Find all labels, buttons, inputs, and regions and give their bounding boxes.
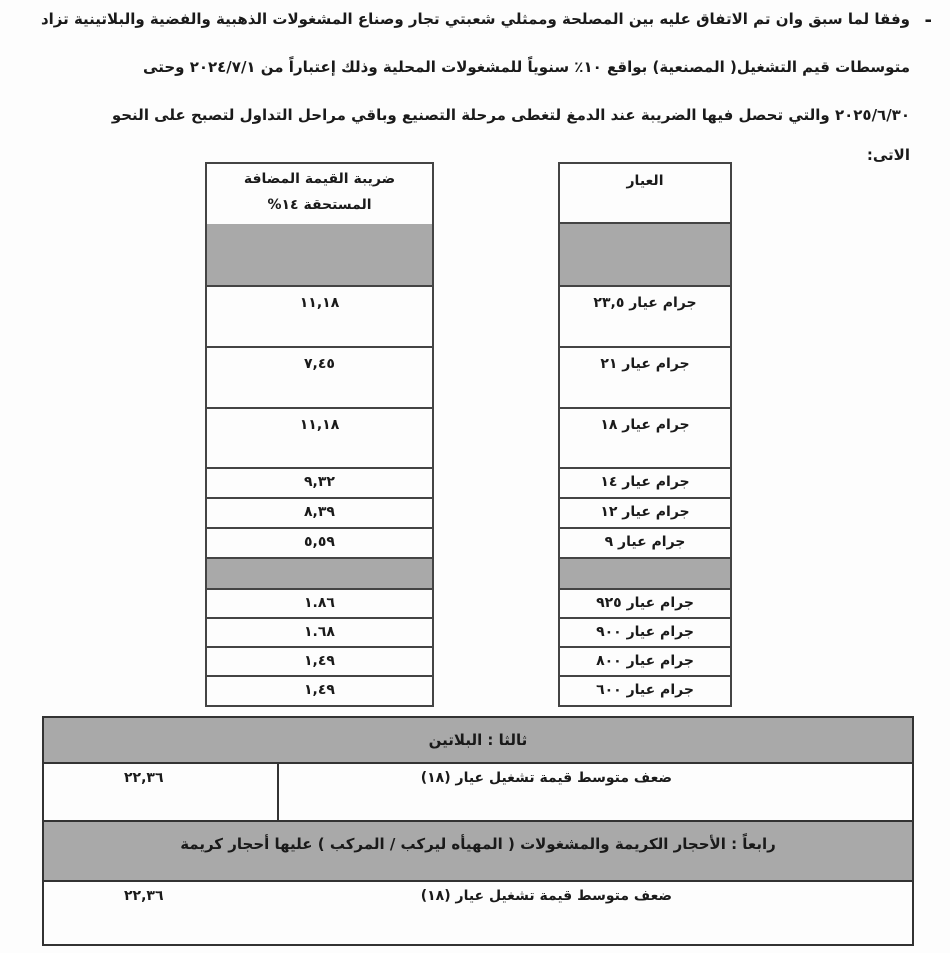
- karat-cell: جرام عيار ٨٠٠: [560, 648, 730, 677]
- vat-cell: ١١,١٨: [207, 409, 432, 469]
- paragraph-line: ٢٠٢٥/٦/٣٠ والتي تحصل فيها الضريبة عند ال…: [111, 106, 910, 124]
- vat-cell: ١,٤٩: [207, 648, 432, 677]
- platinum-label: ضعف متوسط قيمة تشغيل عيار (١٨): [420, 770, 672, 786]
- paragraph-line: الاتى:: [866, 146, 910, 164]
- karat-cell: جرام عيار ٩٠٠: [560, 619, 730, 648]
- vat-cell: ١,٤٩: [207, 677, 432, 707]
- vat-cell: ٥,٥٩: [207, 529, 432, 559]
- section-separator-row: [207, 559, 432, 590]
- paragraph-line: وفقا لما سبق وان تم الاتفاق عليه بين الم…: [40, 10, 910, 28]
- platinum-value: ٢٢,٣٦: [124, 770, 164, 786]
- karat-column-table: العيار جرام عيار ٢٣,٥ جرام عيار ٢١ جرام عي…: [558, 162, 732, 707]
- vat-cell: ١.٦٨: [207, 619, 432, 648]
- vat-cell: ٩,٣٢: [207, 469, 432, 499]
- vat-cell: ٧,٤٥: [207, 348, 432, 409]
- karat-cell: جرام عيار ١٨: [560, 409, 730, 469]
- vat-cell: ١١,١٨: [207, 287, 432, 348]
- vat-cell: ٨,٣٩: [207, 499, 432, 529]
- stones-label: ضعف متوسط قيمة تشغيل عيار (١٨): [420, 888, 672, 904]
- platinum-stones-box: ثالثا : البلاتين ضعف متوسط قيمة تشغيل عي…: [42, 716, 914, 946]
- karat-cell: جرام عيار ٢٣,٥: [560, 287, 730, 348]
- section-separator-row: [560, 559, 730, 590]
- karat-cell: جرام عيار ١٤: [560, 469, 730, 499]
- karat-cell: جرام عيار ١٢: [560, 499, 730, 529]
- vat-header-line2: المستحقة ١٤%: [267, 197, 372, 213]
- vat-cell: ١.٨٦: [207, 590, 432, 619]
- stones-row: ضعف متوسط قيمة تشغيل عيار (١٨) ٢٢,٣٦: [44, 882, 912, 942]
- vat-header: ضريبة القيمة المضافة المستحقة ١٤%: [207, 164, 432, 226]
- karat-cell: جرام عيار ٢١: [560, 348, 730, 409]
- platinum-row: ضعف متوسط قيمة تشغيل عيار (١٨) ٢٢,٣٦: [44, 764, 912, 822]
- vat-header-line1: ضريبة القيمة المضافة: [243, 171, 396, 187]
- bullet: -: [924, 10, 932, 31]
- karat-cell: جرام عيار ٩: [560, 529, 730, 559]
- section-separator-row: [560, 224, 730, 287]
- karat-header: العيار: [560, 164, 730, 224]
- stones-heading: رابعاً : الأحجار الكريمة والمشغولات ( ال…: [44, 822, 912, 882]
- stones-value: ٢٢,٣٦: [124, 888, 164, 904]
- platinum-heading: ثالثا : البلاتين: [44, 718, 912, 764]
- paragraph-line: متوسطات قيم التشغيل( المصنعية) بواقع ١٠٪…: [143, 58, 910, 76]
- vat-column-table: ضريبة القيمة المضافة المستحقة ١٤% ١١,١٨ ٧…: [205, 162, 434, 707]
- karat-cell: جرام عيار ٦٠٠: [560, 677, 730, 707]
- karat-cell: جرام عيار ٩٢٥: [560, 590, 730, 619]
- section-separator-row: [207, 224, 432, 287]
